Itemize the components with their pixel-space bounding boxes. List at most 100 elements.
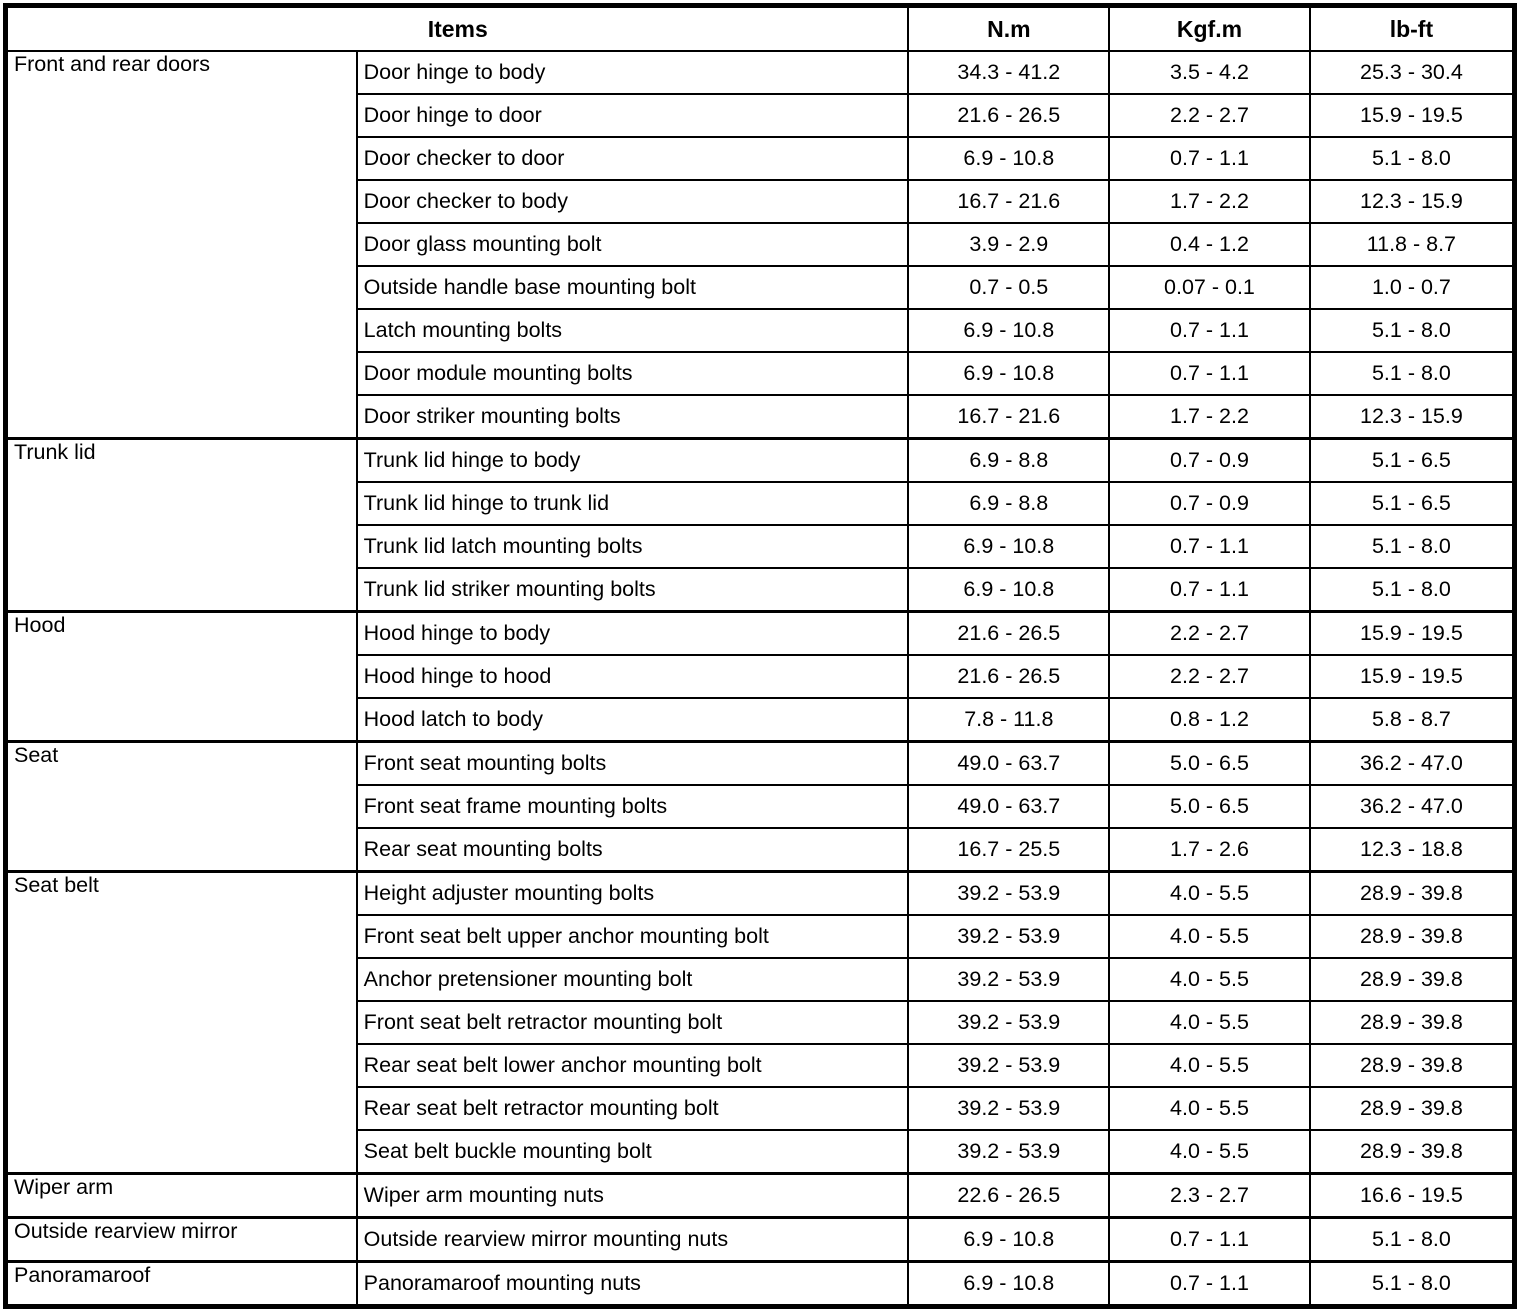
value-cell-nm: 16.7 - 21.6	[907, 394, 1111, 440]
table-row: Seat belt buckle mounting bolt 39.2 - 53.…	[6, 1129, 1516, 1175]
value-cell-nm: 6.9 - 10.8	[907, 351, 1111, 396]
table-row: Hood Hood hinge to body 21.6 - 26.5 2.2 - 2…	[4, 610, 1516, 743]
value-cell-nm: 6.9 - 10.8	[907, 524, 1111, 569]
value-cell-kgfm: 0.7 - 0.9	[1108, 437, 1311, 483]
column-header-items: Items	[4, 4, 910, 52]
group-cell: Seat belt	[4, 870, 358, 1175]
table-row: Door glass mounting bolt 3.9 - 2.9 0.4 - 1…	[6, 222, 1516, 267]
value-cell-nm: 39.2 - 53.9	[907, 1043, 1111, 1088]
torque-spec-page: Items N.m Kgf.m lb-ft Front and rear doo…	[0, 3, 1520, 1309]
value-cell-kgfm: 2.2 - 2.7	[1108, 654, 1311, 699]
group-cell: Trunk lid	[4, 437, 358, 613]
table-row: Door module mounting bolts 6.9 - 10.8 0.7 …	[6, 351, 1516, 396]
item-cell-item: Front seat belt retractor mounting bolt	[355, 1000, 910, 1045]
table-row: Door checker to door 6.9 - 10.8 0.7 - 1.1 5…	[6, 136, 1516, 181]
value-cell-nm: 16.7 - 25.5	[907, 827, 1111, 873]
value-cell-lbft: 5.1 - 6.5	[1308, 481, 1516, 526]
value-cell-nm: 21.6 - 26.5	[907, 610, 1111, 656]
value-cell-lbft: 28.9 - 39.8	[1308, 914, 1516, 959]
table-row: Front seat frame mounting bolts 49.0 - 63…	[6, 784, 1516, 829]
value-cell-lbft: 28.9 - 39.8	[1308, 957, 1516, 1002]
value-cell-kgfm: 0.4 - 1.2	[1108, 222, 1311, 267]
item-cell-item: Seat belt buckle mounting bolt	[355, 1129, 910, 1175]
value-cell-nm: 39.2 - 53.9	[907, 1000, 1111, 1045]
item-cell-item: Trunk lid hinge to body	[355, 437, 910, 483]
column-header-lbft: lb-ft	[1308, 4, 1516, 52]
value-cell-kgfm: 5.0 - 6.5	[1108, 784, 1311, 829]
value-cell-nm: 39.2 - 53.9	[907, 1086, 1111, 1131]
value-cell-lbft: 16.6 - 19.5	[1308, 1172, 1516, 1219]
value-cell-nm: 6.9 - 8.8	[907, 481, 1111, 526]
value-cell-lbft: 28.9 - 39.8	[1308, 870, 1516, 916]
table-row: Latch mounting bolts 6.9 - 10.8 0.7 - 1.1 5…	[6, 308, 1516, 353]
value-cell-lbft: 15.9 - 19.5	[1308, 93, 1516, 138]
item-cell-item: Trunk lid hinge to trunk lid	[355, 481, 910, 526]
item-cell-item: Front seat belt upper anchor mounting bo…	[355, 914, 910, 959]
value-cell-kgfm: 0.07 - 0.1	[1108, 265, 1311, 310]
value-cell-kgfm: 4.0 - 5.5	[1108, 1043, 1311, 1088]
item-cell-item: Panoramaroof mounting nuts	[355, 1260, 910, 1308]
item-cell-item: Wiper arm mounting nuts	[355, 1172, 910, 1219]
value-cell-lbft: 12.3 - 15.9	[1308, 179, 1516, 224]
value-cell-nm: 49.0 - 63.7	[907, 740, 1111, 786]
value-cell-nm: 7.8 - 11.8	[907, 697, 1111, 743]
table-row: Rear seat mounting bolts 16.7 - 25.5 1.7 -…	[6, 827, 1516, 873]
value-cell-lbft: 5.8 - 8.7	[1308, 697, 1516, 743]
value-cell-kgfm: 1.7 - 2.2	[1108, 179, 1311, 224]
value-cell-nm: 16.7 - 21.6	[907, 179, 1111, 224]
table-row: Seat belt Height adjuster mounting bolts 3…	[4, 870, 1516, 1175]
value-cell-lbft: 15.9 - 19.5	[1308, 654, 1516, 699]
column-header-nm: N.m	[907, 4, 1111, 52]
value-cell-kgfm: 4.0 - 5.5	[1108, 1129, 1311, 1175]
group-cell: Wiper arm	[4, 1172, 358, 1219]
item-cell-item: Anchor pretensioner mounting bolt	[355, 957, 910, 1002]
group-cell: Seat	[4, 740, 358, 873]
item-cell-item: Door hinge to door	[355, 93, 910, 138]
table-row: Trunk lid Trunk lid hinge to body 6.9 - 8.…	[4, 437, 1516, 613]
value-cell-nm: 21.6 - 26.5	[907, 93, 1111, 138]
item-cell-item: Door checker to door	[355, 136, 910, 181]
value-cell-lbft: 28.9 - 39.8	[1308, 1043, 1516, 1088]
table-row: Hood latch to body 7.8 - 11.8 0.8 - 1.2 5.8…	[6, 697, 1516, 743]
item-cell-item: Hood latch to body	[355, 697, 910, 743]
value-cell-kgfm: 0.7 - 1.1	[1108, 1260, 1311, 1308]
value-cell-lbft: 25.3 - 30.4	[1308, 50, 1516, 95]
item-cell-item: Door striker mounting bolts	[355, 394, 910, 440]
value-cell-lbft: 5.1 - 8.0	[1308, 136, 1516, 181]
value-cell-kgfm: 1.7 - 2.6	[1108, 827, 1311, 873]
value-cell-nm: 0.7 - 0.5	[907, 265, 1111, 310]
table-row: Seat Front seat mounting bolts 49.0 - 63.7…	[4, 740, 1516, 873]
value-cell-lbft: 36.2 - 47.0	[1308, 740, 1516, 786]
value-cell-kgfm: 0.7 - 1.1	[1108, 567, 1311, 613]
value-cell-nm: 39.2 - 53.9	[907, 1129, 1111, 1175]
value-cell-kgfm: 0.7 - 1.1	[1108, 1216, 1311, 1263]
item-cell-item: Door glass mounting bolt	[355, 222, 910, 267]
value-cell-kgfm: 0.8 - 1.2	[1108, 697, 1311, 743]
table-header-row: Items N.m Kgf.m lb-ft	[4, 4, 1516, 52]
value-cell-kgfm: 2.2 - 2.7	[1108, 610, 1311, 656]
table-row: Front seat belt retractor mounting bolt 3…	[6, 1000, 1516, 1045]
value-cell-kgfm: 4.0 - 5.5	[1108, 870, 1311, 916]
group-cell: Panoramaroof	[4, 1260, 358, 1308]
value-cell-lbft: 12.3 - 18.8	[1308, 827, 1516, 873]
value-cell-lbft: 5.1 - 8.0	[1308, 351, 1516, 396]
table-row: Trunk lid hinge to trunk lid 6.9 - 8.8 0.7…	[6, 481, 1516, 526]
value-cell-nm: 22.6 - 26.5	[907, 1172, 1111, 1219]
value-cell-lbft: 5.1 - 8.0	[1308, 1216, 1516, 1263]
item-cell-item: Hood hinge to body	[355, 610, 910, 656]
value-cell-kgfm: 5.0 - 6.5	[1108, 740, 1311, 786]
value-cell-lbft: 5.1 - 8.0	[1308, 524, 1516, 569]
value-cell-lbft: 12.3 - 15.9	[1308, 394, 1516, 440]
item-cell-item: Door hinge to body	[355, 50, 910, 95]
value-cell-nm: 39.2 - 53.9	[907, 957, 1111, 1002]
value-cell-nm: 6.9 - 10.8	[907, 567, 1111, 613]
value-cell-kgfm: 0.7 - 1.1	[1108, 524, 1311, 569]
table-row: Outside handle base mounting bolt 0.7 - 0…	[6, 265, 1516, 310]
table-row: Anchor pretensioner mounting bolt 39.2 - …	[6, 957, 1516, 1002]
table-row: Rear seat belt lower anchor mounting bol…	[6, 1043, 1516, 1088]
item-cell-item: Door checker to body	[355, 179, 910, 224]
value-cell-lbft: 11.8 - 8.7	[1308, 222, 1516, 267]
table-body: Front and rear doors Door hinge to body 34…	[4, 50, 1516, 1308]
value-cell-lbft: 5.1 - 8.0	[1308, 567, 1516, 613]
value-cell-lbft: 5.1 - 6.5	[1308, 437, 1516, 483]
